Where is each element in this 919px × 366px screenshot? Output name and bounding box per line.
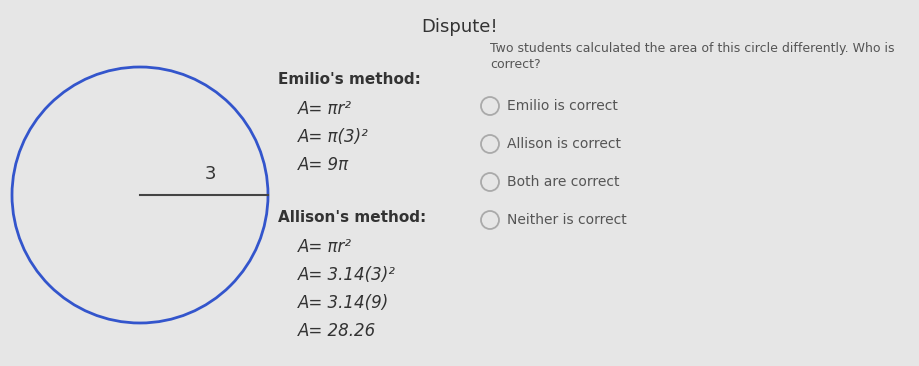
Text: Both are correct: Both are correct bbox=[506, 175, 618, 189]
Text: A= πr²: A= πr² bbox=[298, 238, 352, 256]
Text: Allison's method:: Allison's method: bbox=[278, 210, 425, 225]
Text: A= πr²: A= πr² bbox=[298, 100, 352, 118]
Text: Neither is correct: Neither is correct bbox=[506, 213, 626, 227]
Text: A= 3.14(9): A= 3.14(9) bbox=[298, 294, 389, 312]
Text: 3: 3 bbox=[204, 165, 216, 183]
Text: Emilio is correct: Emilio is correct bbox=[506, 99, 618, 113]
Text: A= 28.26: A= 28.26 bbox=[298, 322, 376, 340]
Text: A= 3.14(3)²: A= 3.14(3)² bbox=[298, 266, 395, 284]
Text: Dispute!: Dispute! bbox=[421, 18, 498, 36]
Text: Allison is correct: Allison is correct bbox=[506, 137, 620, 151]
Text: A= π(3)²: A= π(3)² bbox=[298, 128, 369, 146]
Text: correct?: correct? bbox=[490, 58, 540, 71]
Text: Emilio's method:: Emilio's method: bbox=[278, 72, 420, 87]
Text: A= 9π: A= 9π bbox=[298, 156, 348, 174]
Text: Two students calculated the area of this circle differently. Who is: Two students calculated the area of this… bbox=[490, 42, 893, 55]
